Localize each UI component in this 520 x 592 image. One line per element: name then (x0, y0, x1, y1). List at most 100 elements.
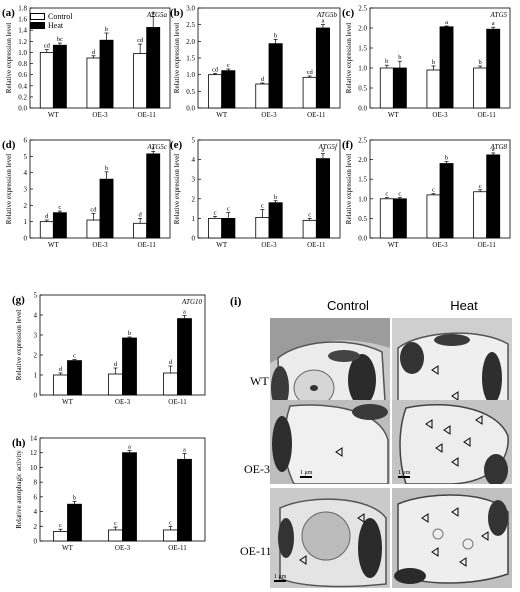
significance-letter: c (385, 191, 388, 198)
y-tick-label: 0.5 (358, 215, 367, 223)
significance-letter: bc (57, 36, 63, 43)
y-tick-label: 0.0 (186, 105, 195, 113)
heat-bar (315, 158, 330, 239)
x-tick-label: OE-11 (307, 111, 326, 119)
y-tick-label: 12 (30, 449, 38, 457)
significance-letter: c (73, 353, 76, 360)
heat-bar (486, 154, 501, 239)
panel-letter: (d) (2, 139, 16, 151)
significance-letter: d (45, 213, 49, 220)
significance-letter: d (59, 366, 63, 373)
chart-panel-4: 0 1 2 3 4 5 6 Relative expression level (d) ATG5c… (2, 137, 171, 249)
control-bar (255, 217, 270, 239)
significance-letter: d (114, 361, 118, 368)
y-tick-label: 8 (34, 479, 38, 487)
y-tick-label: 6 (34, 493, 38, 501)
y-axis-label: Relative autophagic activity (15, 450, 23, 529)
control-bar (379, 198, 394, 239)
y-tick-label: 0.5 (358, 85, 367, 93)
significance-letter: a (183, 446, 186, 453)
x-tick-label: WT (388, 241, 400, 249)
significance-letter: a (322, 18, 325, 25)
significance-letter: c (114, 520, 117, 527)
x-tick-label: OE-3 (115, 544, 131, 552)
chart-panel-2: 0.0 0.5 1.0 1.5 2.0 2.5 3.0 Relative expression… (170, 5, 341, 119)
heat-bar (52, 44, 67, 109)
heat-bar (486, 28, 501, 109)
control-bar (302, 76, 317, 109)
y-tick-label: 1 (24, 218, 28, 226)
significance-letter: c (432, 187, 435, 194)
significance-letter: b (105, 26, 108, 33)
x-tick-label: OE-3 (115, 398, 131, 406)
significance-letter: c (261, 203, 264, 210)
significance-letter: b (274, 32, 277, 39)
significance-letter: a (183, 309, 186, 316)
micrograph-oe3-heat: 1 μm (392, 400, 512, 484)
y-tick-label: 1.5 (358, 176, 367, 184)
significance-letter: b (432, 59, 435, 66)
control-bar (379, 67, 394, 109)
significance-letter: d (261, 76, 265, 83)
y-tick-label: 0 (24, 235, 28, 243)
significance-letter: cd (137, 37, 144, 44)
control-bar (473, 67, 488, 109)
x-tick-label: OE-11 (477, 241, 496, 249)
heat-bar (146, 27, 161, 109)
significance-letter: d (169, 359, 173, 366)
significance-letter: c (59, 522, 62, 529)
y-axis-label: Relative expression level (345, 154, 353, 224)
significance-letter: cd (307, 69, 314, 76)
significance-letter: a (128, 444, 131, 451)
heat-bar (221, 217, 236, 239)
control-bar (426, 69, 441, 109)
y-tick-label: 2 (34, 352, 38, 360)
x-tick-label: OE-3 (432, 111, 448, 119)
panel-letter: (g) (12, 294, 25, 306)
y-tick-label: 0.0 (358, 235, 367, 243)
heat-bar (439, 163, 454, 239)
legend-control-label: Control (48, 12, 73, 21)
significance-letter: c (227, 206, 230, 213)
y-tick-label: 5 (192, 137, 196, 145)
y-tick-label: 0.6 (18, 71, 27, 79)
heat-bar (99, 178, 114, 239)
y-tick-label: 0 (34, 538, 38, 546)
y-tick-label: 2 (24, 202, 28, 210)
x-tick-label: WT (62, 544, 74, 552)
gene-label: ATG5 (490, 11, 508, 19)
heat-bar (67, 503, 82, 542)
control-bar (86, 57, 101, 109)
significance-letter: c (398, 191, 401, 198)
control-bar (39, 52, 54, 109)
control-bar (108, 529, 123, 542)
chart-panel-6: 0.0 0.5 1.0 1.5 2.0 2.5 Relative expression le… (342, 137, 511, 249)
y-tick-label: 2 (192, 195, 196, 203)
x-tick-label: OE-3 (92, 241, 108, 249)
y-tick-label: 2.0 (358, 25, 367, 33)
control-bar (255, 83, 270, 109)
y-tick-label: 4 (192, 156, 196, 164)
significance-letter: b (128, 330, 131, 337)
y-tick-label: 1.4 (18, 27, 27, 35)
significance-letter: b (445, 155, 448, 162)
y-tick-label: 3 (192, 176, 196, 184)
y-axis-label: Relative expression level (173, 23, 181, 93)
significance-letter: a (492, 146, 495, 153)
y-tick-label: 4 (24, 169, 28, 177)
significance-letter: b (73, 494, 76, 501)
gene-label: ATG5b (316, 11, 337, 19)
x-tick-label: OE-11 (477, 111, 496, 119)
control-bar (208, 74, 223, 109)
micrograph-oe3-control: 1 μm (270, 400, 390, 484)
significance-letter: b (274, 194, 277, 201)
panel-letter: (a) (2, 7, 15, 19)
x-tick-label: WT (48, 111, 60, 119)
y-tick-label: 4 (34, 508, 38, 516)
significance-letter: a (152, 9, 155, 16)
heat-bar (99, 39, 114, 109)
control-bar (108, 373, 123, 396)
gene-label: ATG5f (318, 143, 338, 151)
y-tick-label: 2 (34, 523, 38, 531)
